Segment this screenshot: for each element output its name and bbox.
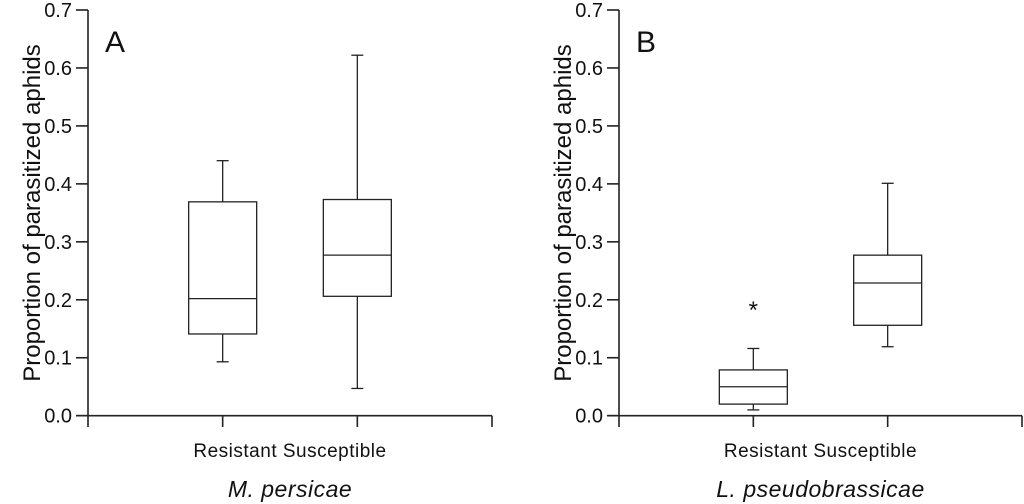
iqr-box (322, 198, 392, 297)
panel-label: A (105, 26, 125, 59)
y-tick-label: 0.0 (575, 406, 603, 428)
panel-label: B (636, 26, 656, 59)
y-tick-label: 0.6 (575, 58, 603, 80)
x-axis-label: M. persicae (228, 476, 352, 502)
y-tick-label: 0.0 (44, 406, 72, 428)
box-resistant: * (718, 297, 788, 427)
box-susceptible (853, 182, 923, 427)
y-tick-label: 0.2 (575, 290, 603, 312)
y-tick-label: 0.3 (44, 232, 72, 254)
panel-A: 0.0 0.1 0.2 0.3 0.4 0.5 0.6 0.7 Proportion of pa… (19, 0, 493, 502)
outlier-marker: * (749, 297, 758, 324)
y-tick-label: 0.5 (44, 116, 72, 138)
box-susceptible (322, 54, 392, 427)
y-axis-label: Proportion of parasitized aphids (550, 44, 577, 382)
y-tick-label: 0.4 (44, 174, 72, 196)
iqr-box (853, 254, 923, 326)
y-tick-label: 0.6 (44, 58, 72, 80)
box-resistant (188, 160, 258, 427)
y-tick-label: 0.4 (575, 174, 603, 196)
category-labels: Resistant Susceptible (193, 441, 386, 462)
y-tick-label: 0.2 (44, 290, 72, 312)
y-tick-label: 0.7 (44, 0, 72, 22)
y-tick-label: 0.1 (44, 348, 72, 370)
panel-B: 0.0 0.1 0.2 0.3 0.4 0.5 0.6 0.7 Proportion of pa… (550, 0, 1023, 502)
y-axis-label: Proportion of parasitized aphids (19, 44, 46, 382)
y-tick-label: 0.5 (575, 116, 603, 138)
x-axis-label: L. pseudobrassicae (716, 476, 924, 502)
y-tick-label: 0.7 (575, 0, 603, 22)
y-tick-label: 0.1 (575, 348, 603, 370)
y-tick-label: 0.3 (575, 232, 603, 254)
category-labels: Resistant Susceptible (724, 441, 917, 462)
iqr-box (188, 201, 258, 335)
